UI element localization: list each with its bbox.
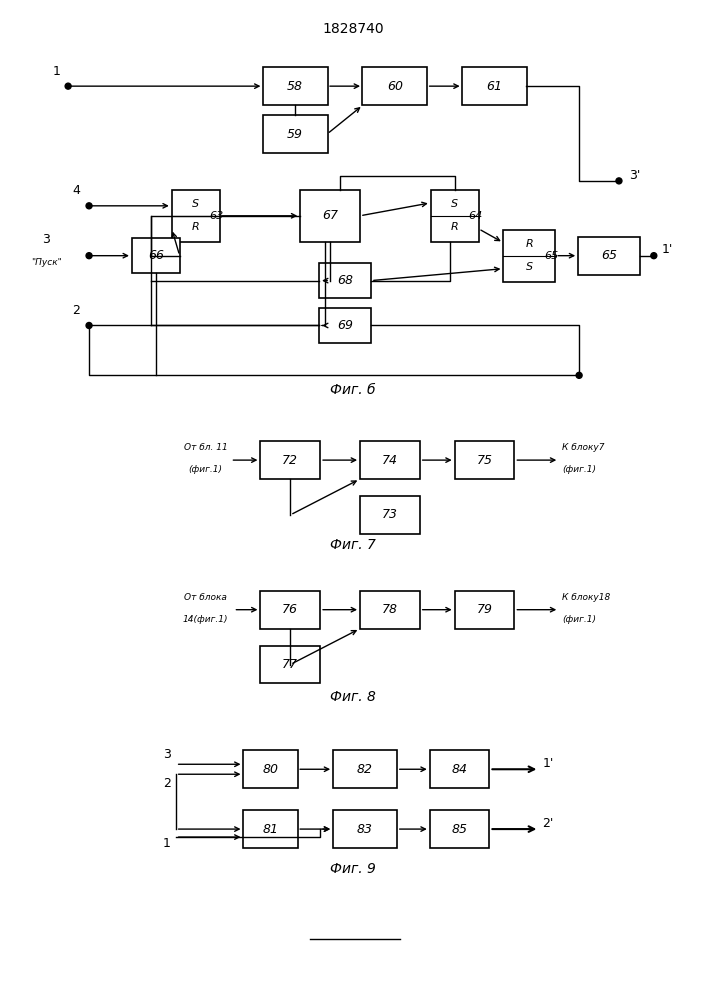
Bar: [360, 441, 420, 479]
Bar: [430, 810, 489, 848]
Bar: [360, 496, 420, 534]
Text: 74: 74: [382, 454, 398, 467]
Bar: [319, 263, 371, 298]
Text: 80: 80: [262, 763, 279, 776]
Bar: [578, 237, 640, 275]
Text: 69: 69: [337, 319, 353, 332]
Text: 65: 65: [601, 249, 617, 262]
Text: К блоку7: К блоку7: [562, 443, 604, 452]
Text: 1': 1': [662, 243, 673, 256]
Text: 1': 1': [542, 757, 554, 770]
Text: 77: 77: [282, 658, 298, 671]
Bar: [455, 441, 515, 479]
Bar: [503, 230, 555, 282]
Text: 1: 1: [163, 837, 170, 850]
Text: 4: 4: [72, 184, 80, 197]
Text: 85: 85: [452, 823, 467, 836]
Text: Фиг. 8: Фиг. 8: [330, 690, 376, 704]
Text: 84: 84: [452, 763, 467, 776]
Text: 82: 82: [357, 763, 373, 776]
Bar: [462, 67, 527, 105]
Text: R: R: [525, 239, 533, 249]
Text: 65: 65: [544, 251, 558, 261]
Text: S: S: [451, 199, 458, 209]
Text: Фиг. 7: Фиг. 7: [330, 538, 376, 552]
Text: 1: 1: [52, 65, 60, 78]
Text: S: S: [192, 199, 199, 209]
Bar: [172, 190, 220, 242]
Text: 78: 78: [382, 603, 398, 616]
Text: (фиг.1): (фиг.1): [562, 465, 596, 474]
Bar: [243, 810, 298, 848]
Bar: [455, 591, 515, 629]
Text: 67: 67: [322, 209, 338, 222]
Circle shape: [651, 253, 657, 259]
Circle shape: [576, 372, 582, 378]
Text: S: S: [526, 262, 533, 272]
Text: От блока: От блока: [184, 593, 227, 602]
Text: 2': 2': [542, 817, 554, 830]
Text: (фиг.1): (фиг.1): [189, 465, 223, 474]
Bar: [363, 67, 427, 105]
Text: 64: 64: [468, 211, 482, 221]
Bar: [243, 750, 298, 788]
Text: "Пуск": "Пуск": [31, 258, 62, 267]
Text: 3: 3: [42, 233, 50, 246]
Text: 68: 68: [337, 274, 353, 287]
Text: 79: 79: [477, 603, 493, 616]
Bar: [263, 115, 327, 153]
Text: 66: 66: [148, 249, 164, 262]
Text: 14(фиг.1): 14(фиг.1): [183, 615, 228, 624]
Text: R: R: [451, 222, 458, 232]
Text: 81: 81: [262, 823, 279, 836]
Text: 83: 83: [357, 823, 373, 836]
Bar: [332, 750, 397, 788]
Circle shape: [86, 253, 92, 259]
Text: 3: 3: [163, 748, 170, 761]
Text: К блоку18: К блоку18: [562, 593, 610, 602]
Text: 73: 73: [382, 508, 398, 521]
Bar: [132, 238, 180, 273]
Bar: [360, 591, 420, 629]
Circle shape: [65, 83, 71, 89]
Bar: [260, 441, 320, 479]
Text: 61: 61: [486, 80, 503, 93]
Text: 1828740: 1828740: [322, 22, 384, 36]
Text: 59: 59: [287, 128, 303, 141]
Bar: [431, 190, 479, 242]
Text: 72: 72: [282, 454, 298, 467]
Text: 2: 2: [72, 304, 80, 317]
Text: 63: 63: [209, 211, 223, 221]
Text: R: R: [192, 222, 199, 232]
Text: (фиг.1): (фиг.1): [562, 615, 596, 624]
Bar: [319, 308, 371, 343]
Text: Фиг. 9: Фиг. 9: [330, 862, 376, 876]
Text: 58: 58: [287, 80, 303, 93]
Bar: [260, 591, 320, 629]
Bar: [260, 646, 320, 683]
Text: От бл. 11: От бл. 11: [184, 443, 228, 452]
Text: 75: 75: [477, 454, 493, 467]
Text: 2: 2: [163, 777, 170, 790]
Bar: [263, 67, 327, 105]
Text: 60: 60: [387, 80, 403, 93]
Bar: [332, 810, 397, 848]
Circle shape: [86, 322, 92, 328]
Bar: [430, 750, 489, 788]
Circle shape: [616, 178, 622, 184]
Text: Фиг. б: Фиг. б: [330, 383, 375, 397]
Circle shape: [86, 203, 92, 209]
Text: 3': 3': [629, 169, 641, 182]
Bar: [300, 190, 360, 242]
Text: 76: 76: [282, 603, 298, 616]
